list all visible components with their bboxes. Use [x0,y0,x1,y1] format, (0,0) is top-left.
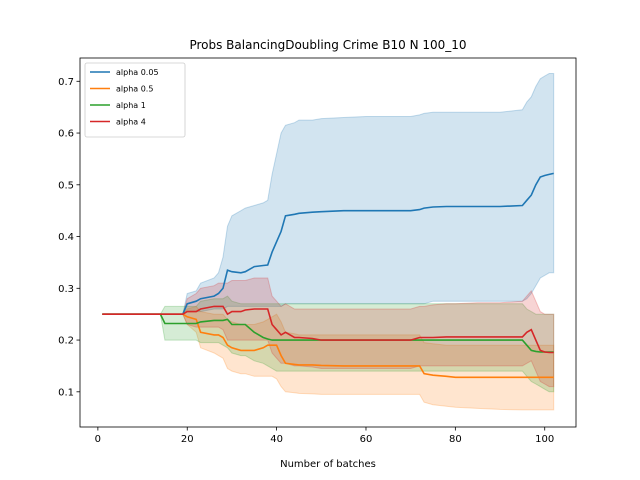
legend-label-2: alpha 1 [116,101,146,110]
legend-label-3: alpha 4 [116,118,146,127]
y-tick-label-3: 0.4 [58,232,74,243]
y-tick-label-5: 0.6 [58,129,74,140]
legend-label-1: alpha 0.5 [116,85,153,94]
x-axis: 0 20 40 60 80 100 [95,427,554,445]
chart-title: Probs BalancingDoubling Crime B10 N 100_… [189,38,466,52]
x-axis-label: Number of batches [280,459,376,470]
plot-frame [79,57,577,428]
series-lines [102,172,554,379]
legend: alpha 0.05 alpha 0.5 alpha 1 alpha 4 [84,62,186,138]
y-axis: 0.1 0.2 0.3 0.4 0.5 0.6 0.7 [58,77,80,398]
x-tick-label-0: 0 [95,434,101,445]
x-tick-label-1: 20 [181,434,194,445]
line-series-3 [102,305,554,354]
x-tick-label-2: 40 [270,434,283,445]
y-tick-label-6: 0.7 [58,77,74,88]
legend-box [84,62,186,138]
y-tick-label-0: 0.1 [58,387,74,398]
band-series-0 [102,73,555,315]
y-tick-label-1: 0.2 [58,336,74,347]
legend-label-0: alpha 0.05 [116,68,159,77]
line-series-2 [102,313,554,353]
y-tick-label-4: 0.5 [58,180,74,191]
line-series-0 [102,172,554,316]
band-series-3 [102,277,555,388]
x-tick-label-4: 80 [449,434,462,445]
x-tick-label-3: 60 [360,434,373,445]
line-series-1 [102,313,554,379]
y-tick-label-2: 0.3 [58,284,74,295]
x-tick-label-5: 100 [535,434,554,445]
